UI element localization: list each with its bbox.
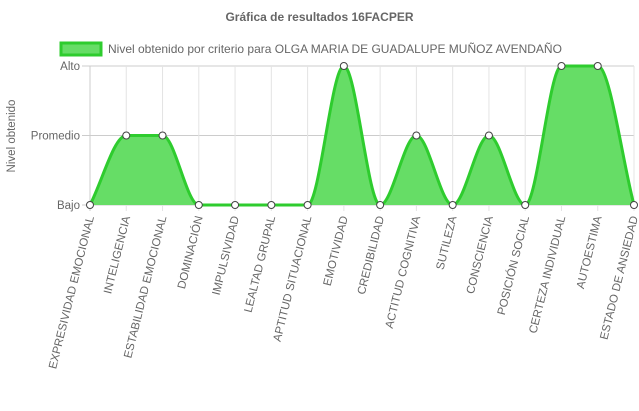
x-tick-label: EXPRESIVIDAD EMOCIONAL bbox=[47, 214, 97, 370]
data-point bbox=[158, 131, 167, 140]
x-tick-label: EMOTIVIDAD bbox=[322, 215, 351, 287]
data-point bbox=[412, 131, 421, 140]
legend-label: Nivel obtenido por criterio para OLGA MA… bbox=[108, 42, 562, 56]
data-point bbox=[231, 201, 240, 209]
data-point bbox=[484, 131, 493, 140]
x-tick-label: INTELIGENCIA bbox=[102, 215, 133, 296]
x-tick-label: ESTABILIDAD EMOCIONAL bbox=[122, 214, 169, 359]
x-tick-label: CREDIBILIDAD bbox=[356, 215, 387, 296]
x-tick-label: POSICIÓN SOCIAL bbox=[495, 214, 532, 316]
y-tick-labels: Bajo Promedio Alto bbox=[31, 61, 80, 212]
y-tick-label: Promedio bbox=[31, 131, 80, 143]
data-points bbox=[86, 62, 638, 209]
data-point bbox=[521, 201, 530, 209]
x-tick-label: DOMINACIÓN bbox=[175, 215, 206, 291]
data-point bbox=[593, 62, 602, 70]
chart-title: Gráfica de resultados 16FACPER bbox=[225, 10, 413, 24]
series-area bbox=[88, 64, 636, 207]
data-point bbox=[86, 201, 94, 209]
x-tick-label: CERTEZA INDIVIDUAL bbox=[528, 214, 569, 334]
x-tick-label: AUTOESTIMA bbox=[575, 215, 605, 291]
legend-swatch bbox=[59, 41, 103, 57]
data-point bbox=[339, 62, 348, 70]
data-point bbox=[194, 201, 203, 209]
x-tick-label: SUTILEZA bbox=[435, 215, 460, 272]
data-point bbox=[630, 201, 638, 209]
x-tick-label: IMPULSIVIDAD bbox=[211, 215, 242, 297]
x-tick-label: APTITUD SITUACIONAL bbox=[272, 214, 315, 343]
y-tick-label: Alto bbox=[60, 61, 80, 73]
x-tick-label: CONSCIENCIA bbox=[465, 215, 496, 296]
x-tick-labels: EXPRESIVIDAD EMOCIONAL INTELIGENCIAESTABI… bbox=[47, 214, 639, 370]
data-point bbox=[376, 201, 385, 209]
y-axis-label: Nivel obtenido bbox=[6, 100, 18, 173]
data-point bbox=[122, 131, 131, 140]
legend[interactable]: Nivel obtenido por criterio para OLGA MA… bbox=[59, 41, 562, 57]
data-point bbox=[267, 201, 276, 209]
y-tick-label: Bajo bbox=[57, 200, 80, 212]
data-point bbox=[303, 201, 312, 209]
data-point bbox=[557, 62, 566, 70]
x-tick-label: LEALTAD GRUPAL bbox=[243, 214, 279, 314]
x-tick-label: ESTADO DE ANSIEDAD bbox=[599, 215, 639, 341]
x-tick-label: ACTITUD COGNITIVA bbox=[384, 215, 424, 330]
data-point bbox=[448, 201, 457, 209]
series-line bbox=[88, 64, 636, 207]
